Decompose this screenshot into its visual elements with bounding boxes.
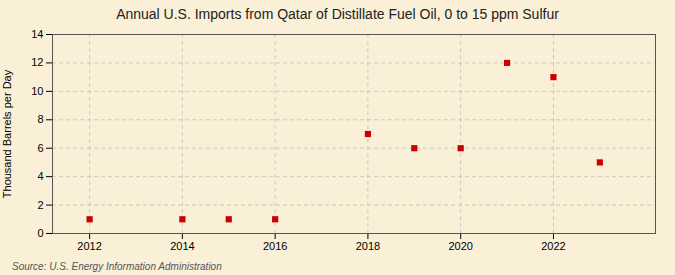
svg-text:2016: 2016 (263, 240, 287, 252)
svg-text:2: 2 (37, 199, 43, 211)
svg-text:4: 4 (37, 170, 43, 182)
svg-text:12: 12 (31, 56, 43, 68)
svg-text:2012: 2012 (77, 240, 101, 252)
html-text:Source: U.S. Energy Informatio: Source: U.S. Energy Information Administ… (12, 261, 222, 272)
svg-text:6: 6 (37, 142, 43, 154)
svg-text:Thousand Barrels per Day: Thousand Barrels per Day (1, 69, 13, 198)
svg-text:0: 0 (37, 227, 43, 239)
svg-text:14: 14 (31, 28, 43, 40)
svg-text:2020: 2020 (448, 240, 472, 252)
svg-text:8: 8 (37, 113, 43, 125)
svg-text:2018: 2018 (356, 240, 380, 252)
svg-text:2014: 2014 (170, 240, 194, 252)
svg-text:2022: 2022 (541, 240, 565, 252)
html-text:Annual U.S. Imports from Qatar: Annual U.S. Imports from Qatar of Distil… (116, 6, 559, 22)
svg-text:10: 10 (31, 85, 43, 97)
